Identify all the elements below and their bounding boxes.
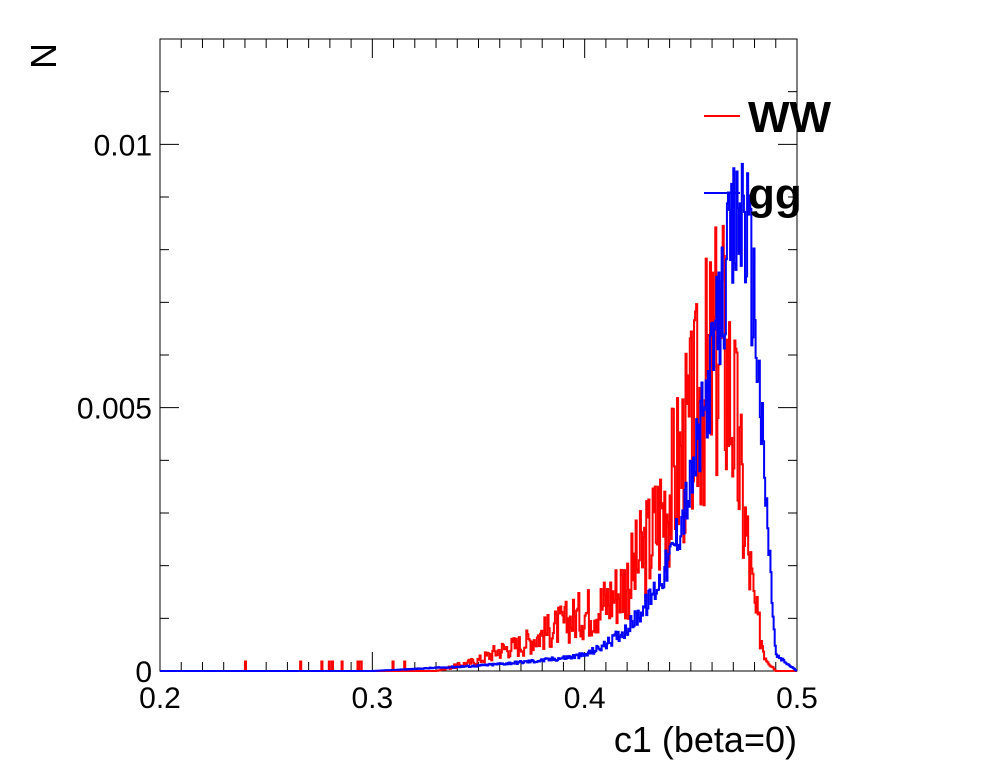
series-layer: [160, 162, 797, 672]
y-tick-label: 0: [135, 656, 152, 689]
legend: WW gg: [704, 93, 832, 219]
legend-ww-label: WW: [748, 93, 832, 142]
x-tick-label: 0.5: [776, 682, 818, 715]
tick-labels: 0.2 0.3 0.4 0.5 0 0.005 0.01: [77, 129, 818, 715]
y-tick-label: 0.01: [94, 129, 152, 162]
series-ww-line: [160, 224, 797, 672]
series-gg-line: [160, 162, 797, 672]
x-tick-label: 0.3: [351, 682, 393, 715]
x-axis-title: c1 (beta=0): [614, 719, 797, 760]
x-tick-label: 0.4: [564, 682, 606, 715]
x-tick-label: 0.2: [139, 682, 181, 715]
plot-frame: [159, 38, 798, 672]
y-axis-title: N: [23, 43, 64, 69]
legend-gg-label: gg: [748, 170, 802, 219]
y-tick-label: 0.005: [77, 393, 152, 426]
axis-ticks: [159, 38, 798, 672]
